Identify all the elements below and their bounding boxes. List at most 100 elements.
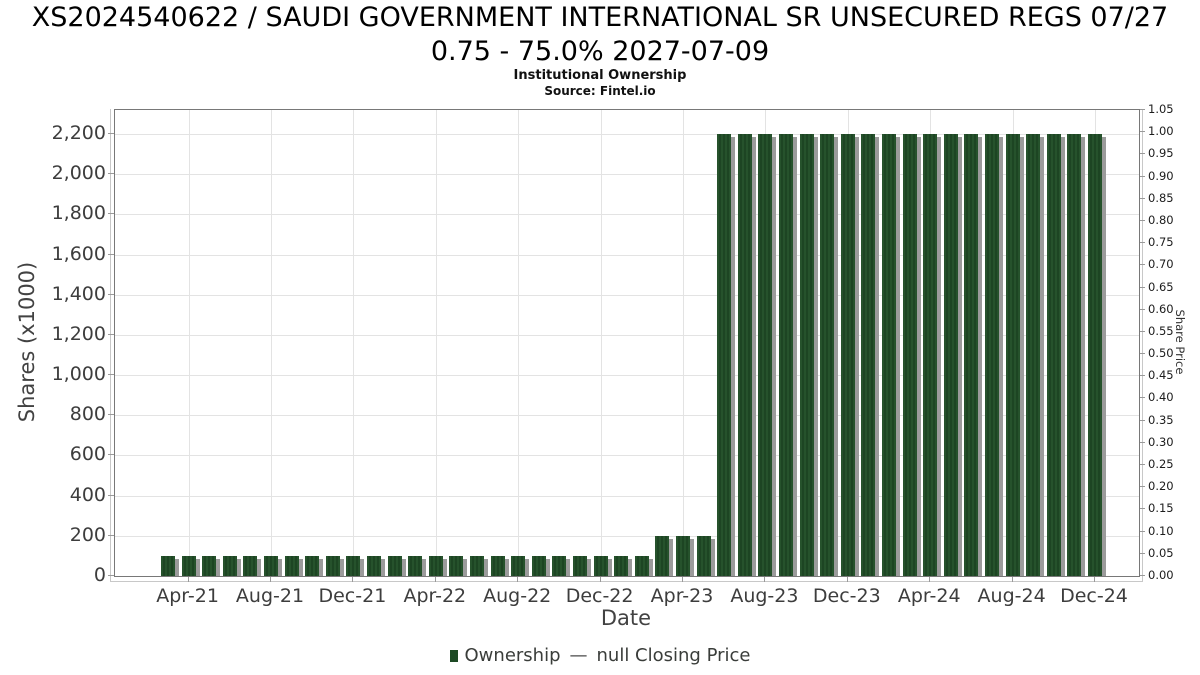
ownership-bar[interactable] xyxy=(717,134,732,576)
horizontal-gridline xyxy=(115,334,1139,336)
plot-area[interactable] xyxy=(114,109,1140,577)
right-tick-mark xyxy=(1140,175,1145,177)
ownership-bar[interactable] xyxy=(593,556,608,576)
ownership-legend-swatch-icon xyxy=(449,649,458,662)
ownership-bar[interactable] xyxy=(882,134,896,576)
ownership-bar[interactable] xyxy=(387,556,402,576)
ownership-bar[interactable] xyxy=(222,556,237,576)
left-tick-mark xyxy=(108,414,114,416)
ownership-bar[interactable] xyxy=(614,556,629,576)
ownership-bar[interactable] xyxy=(799,134,814,576)
right-tick-mark xyxy=(1140,552,1145,554)
right-axis-title: Share Price xyxy=(1173,309,1187,375)
vertical-gridline xyxy=(683,110,684,576)
ownership-bar[interactable] xyxy=(428,556,443,576)
ownership-bar[interactable] xyxy=(202,556,217,576)
x-axis-tick-label: Dec-22 xyxy=(565,585,634,607)
right-axis-tick-label: 0.60 xyxy=(1148,301,1174,316)
closing-price-legend-dash-icon: — xyxy=(569,645,588,666)
right-axis-tick-label: 1.05 xyxy=(1148,102,1174,116)
ownership-bar[interactable] xyxy=(284,556,299,576)
left-axis-tick-label: 200 xyxy=(69,523,106,546)
ownership-bar[interactable] xyxy=(758,134,773,576)
right-tick-mark xyxy=(1140,464,1145,466)
horizontal-gridline xyxy=(115,415,1139,417)
right-tick-mark xyxy=(1140,308,1145,310)
ownership-bar[interactable] xyxy=(902,134,917,576)
ownership-bar[interactable] xyxy=(634,556,649,576)
right-tick-mark xyxy=(1140,441,1145,443)
ownership-bar[interactable] xyxy=(943,134,958,576)
vertical-gridline xyxy=(353,110,355,576)
right-tick-mark xyxy=(1140,242,1145,244)
ownership-bar[interactable] xyxy=(367,556,381,576)
horizontal-gridline xyxy=(115,134,1139,135)
ownership-bar[interactable] xyxy=(346,556,361,576)
ownership-bar[interactable] xyxy=(840,134,855,576)
ownership-bar[interactable] xyxy=(325,556,340,576)
left-tick-mark xyxy=(108,173,114,175)
ownership-bar[interactable] xyxy=(655,536,670,576)
right-axis-tick-label: 1.00 xyxy=(1148,124,1174,139)
ownership-bar[interactable] xyxy=(264,556,278,576)
ownership-bar[interactable] xyxy=(511,556,526,576)
x-axis-tick-label: Apr-21 xyxy=(156,585,219,607)
ownership-bar[interactable] xyxy=(305,556,320,576)
right-axis-tick-label: 0.20 xyxy=(1148,479,1174,494)
ownership-bar[interactable] xyxy=(820,134,835,576)
horizontal-gridline xyxy=(115,375,1139,377)
left-axis-tick-label: 1,200 xyxy=(51,322,106,345)
x-tick-mark xyxy=(517,577,519,582)
left-tick-mark xyxy=(108,534,114,536)
vertical-gridline xyxy=(271,110,272,576)
right-tick-mark xyxy=(1140,486,1145,488)
ownership-bar[interactable] xyxy=(552,556,567,576)
ownership-bar[interactable] xyxy=(923,134,938,576)
ownership-bar[interactable] xyxy=(490,556,505,576)
x-axis-spine xyxy=(110,581,1143,582)
ownership-bar[interactable] xyxy=(531,556,546,576)
ownership-bar[interactable] xyxy=(676,536,690,576)
x-tick-mark xyxy=(187,577,189,582)
ownership-bar[interactable] xyxy=(243,556,258,576)
ownership-bar[interactable] xyxy=(449,556,464,576)
y-axis-spine xyxy=(110,109,111,581)
left-axis-tick-label: 0 xyxy=(93,564,106,586)
x-axis-tick-label: Dec-24 xyxy=(1060,585,1128,607)
ownership-bar[interactable] xyxy=(737,134,752,576)
right-tick-mark xyxy=(1140,397,1145,399)
ownership-bar[interactable] xyxy=(408,556,423,576)
ownership-bar[interactable] xyxy=(470,556,484,576)
horizontal-gridline xyxy=(115,495,1139,497)
right-axis-tick-label: 0.25 xyxy=(1148,457,1174,472)
ownership-bar[interactable] xyxy=(696,536,711,576)
x-tick-mark xyxy=(846,577,848,582)
ownership-bar[interactable] xyxy=(181,556,196,576)
right-axis-tick-label: 0.65 xyxy=(1148,279,1174,294)
right-axis-tick-label: 0.55 xyxy=(1148,323,1174,338)
ownership-bar[interactable] xyxy=(1026,134,1041,576)
right-axis-tick-label: 0.70 xyxy=(1148,257,1174,272)
horizontal-gridline xyxy=(115,254,1139,256)
horizontal-gridline xyxy=(115,535,1139,537)
horizontal-gridline xyxy=(115,294,1139,296)
ownership-bar[interactable] xyxy=(1005,134,1020,576)
ownership-bar[interactable] xyxy=(573,556,587,576)
ownership-bar[interactable] xyxy=(1067,134,1082,576)
ownership-bar[interactable] xyxy=(964,134,979,576)
vertical-gridline xyxy=(518,110,520,576)
left-axis-tick-label: 400 xyxy=(69,483,106,506)
ownership-bar[interactable] xyxy=(985,134,999,576)
ownership-bar[interactable] xyxy=(861,134,876,576)
ownership-bar[interactable] xyxy=(161,556,175,576)
left-axis-tick-label: 2,000 xyxy=(51,162,106,185)
ownership-bar[interactable] xyxy=(1088,134,1102,576)
vertical-gridline xyxy=(600,110,602,576)
left-axis-tick-label: 1,400 xyxy=(51,282,106,305)
ownership-bar[interactable] xyxy=(779,134,793,576)
right-axis-tick-label: 0.45 xyxy=(1148,368,1174,383)
right-tick-mark xyxy=(1140,109,1145,110)
left-axis-tick-label: 1,000 xyxy=(51,363,106,386)
ownership-bar[interactable] xyxy=(1046,134,1061,576)
